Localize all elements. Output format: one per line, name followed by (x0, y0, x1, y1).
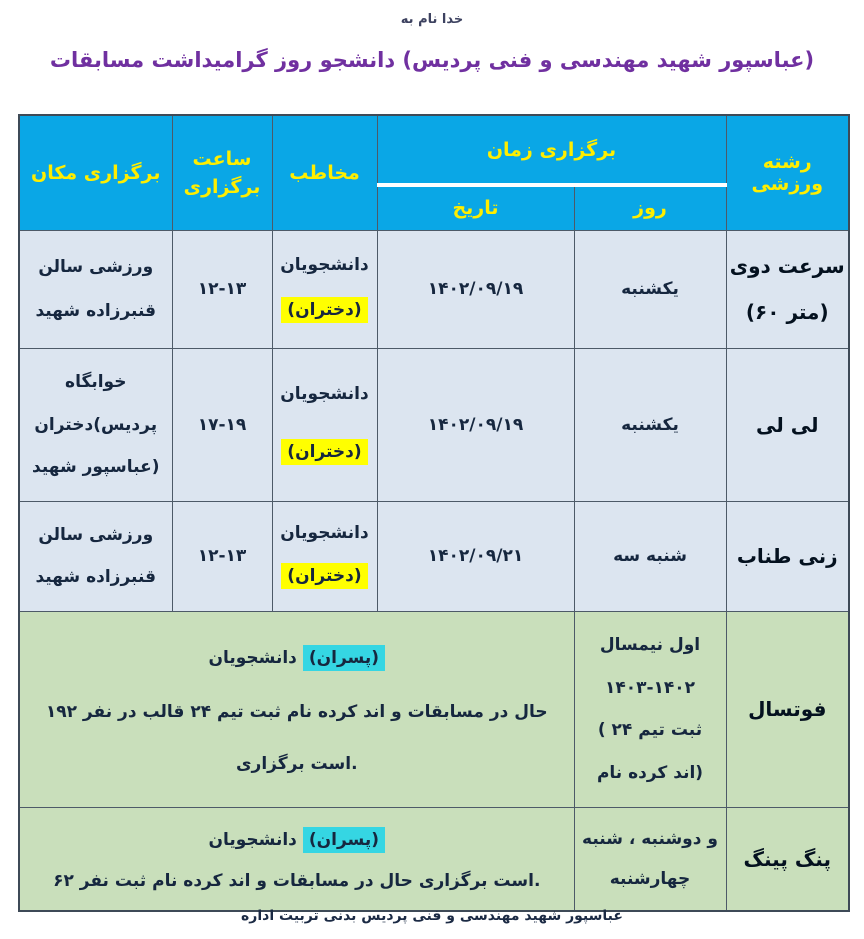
table-row-pingpong: دانشجویان (پسران) ۶۲ نفر ثبت نام کرده ان… (18, 806, 850, 912)
location-line: دختران(پردیس (34, 414, 158, 435)
location-line: شهید عباسپور) (32, 456, 160, 477)
audience-line: دانشجویان (280, 254, 369, 275)
day-line: شنبه ، دوشنبه و (582, 828, 718, 849)
cell-sport: پینگ پنگ (725, 806, 850, 912)
semester-line: ( ۲۴ تیم ثبت (597, 720, 703, 741)
column-header-location: مکان برگزاری (18, 114, 173, 231)
semester-line: ۱۴۰۳-۱۴۰۲ (604, 677, 696, 698)
table-row-futsal: دانشجویان (پسران) ۱۹۲ نفر در قالب ۲۴ تیم… (18, 610, 850, 808)
highlight-girls: (دختران) (281, 438, 368, 465)
cell-day: سه شنبه (573, 500, 727, 612)
sport-line: طناب زنی (736, 544, 838, 568)
highlight-girls: (دختران) (281, 563, 368, 589)
table-row-rope: سالن ورزشی شهید قنبرزاده ۱۲-۱۳ دانشجویان… (18, 500, 850, 612)
column-header-date: تاریخ (376, 184, 575, 231)
cell-sport: لی لی (725, 347, 850, 502)
column-header-hour-line2: برگزاری (183, 175, 261, 198)
cell-hour: ۱۲-۱۳ (171, 500, 273, 612)
hour-value: ۱۲-۱۳ (197, 546, 247, 566)
cell-date: ۱۴۰۲/۰۹/۲۱ (376, 500, 575, 612)
cell-details: دانشجویان (پسران) ۱۹۲ نفر در قالب ۲۴ تیم… (18, 610, 575, 808)
audience-line: دانشجویان (208, 647, 297, 668)
cell-audience: دانشجویان (دختران) (271, 229, 378, 349)
cell-hour: ۱۷-۱۹ (171, 347, 273, 502)
sport-line: پینگ پنگ (743, 846, 831, 871)
sport-line: دوی سرعت (729, 254, 845, 278)
cell-audience: دانشجویان (دختران) (271, 347, 378, 502)
cell-date: ۱۴۰۲/۰۹/۱۹ (376, 347, 575, 502)
audience-line: دانشجویان (280, 523, 369, 543)
bismillah-text: به نام خدا (400, 12, 464, 27)
column-header-hour-line1: ساعت (192, 147, 252, 170)
cell-semester: نیمسال اول ۱۴۰۳-۱۴۰۲ ( ۲۴ تیم ثبت نام کر… (573, 610, 727, 808)
details-line: برگزاری است. (235, 753, 358, 774)
cell-sport: طناب زنی (725, 500, 850, 612)
audience-line: دانشجویان (208, 829, 297, 850)
day-value: یکشنبه (621, 414, 679, 435)
highlight-girls: (دختران) (281, 297, 368, 324)
sport-line: لی لی (756, 412, 819, 437)
hour-value: ۱۲-۱۳ (197, 279, 247, 299)
location-line: شهید قنبرزاده (35, 301, 157, 322)
hour-value: ۱۷-۱۹ (197, 414, 247, 435)
cell-hour: ۱۲-۱۳ (171, 229, 273, 349)
highlight-boys: (پسران) (302, 644, 385, 671)
cell-day: یکشنبه (573, 229, 727, 349)
details-intro-line: دانشجویان (پسران) (208, 644, 385, 671)
details-intro-line: دانشجویان (پسران) (208, 826, 385, 853)
column-header-audience: مخاطب (271, 114, 378, 231)
cell-location: سالن ورزشی شهید قنبرزاده (18, 229, 173, 349)
sport-line: فوتسال (748, 697, 827, 721)
cell-days: شنبه ، دوشنبه و چهارشنبه (573, 806, 727, 912)
date-value: ۱۴۰۲/۰۹/۱۹ (427, 279, 524, 299)
location-line: سالن ورزشی (38, 256, 154, 277)
cell-audience: دانشجویان (دختران) (271, 500, 378, 612)
column-header-sport: رشته ورزشی (725, 114, 850, 231)
cell-sport: فوتسال (725, 610, 850, 808)
table-header: مکان برگزاری ساعت برگزاری مخاطب زمان برگ… (18, 114, 850, 231)
column-header-day: روز (573, 184, 727, 231)
audience-line: دانشجویان (280, 384, 369, 405)
table-row-sprint: سالن ورزشی شهید قنبرزاده ۱۲-۱۳ دانشجویان… (18, 229, 850, 349)
schedule-table: مکان برگزاری ساعت برگزاری مخاطب زمان برگ… (18, 114, 850, 912)
date-value: ۱۴۰۲/۰۹/۱۹ (427, 414, 524, 435)
cell-location: خوابگاه دختران(پردیس شهید عباسپور) (18, 347, 173, 502)
day-value: سه شنبه (613, 546, 687, 566)
cell-sport: دوی سرعت (۶۰ متر) (725, 229, 850, 349)
semester-line: نام کرده اند) (596, 762, 704, 783)
cell-details: دانشجویان (پسران) ۶۲ نفر ثبت نام کرده ان… (18, 806, 575, 912)
highlight-boys: (پسران) (302, 826, 385, 853)
cell-day: یکشنبه (573, 347, 727, 502)
details-line: ۱۹۲ نفر در قالب ۲۴ تیم ثبت نام کرده اند … (45, 702, 548, 722)
date-value: ۱۴۰۲/۰۹/۲۱ (427, 546, 524, 566)
cell-date: ۱۴۰۲/۰۹/۱۹ (376, 229, 575, 349)
location-line: شهید قنبرزاده (35, 567, 157, 587)
semester-line: نیمسال اول (599, 635, 701, 656)
column-header-hour: ساعت برگزاری (171, 114, 273, 231)
day-line: چهارشنبه (609, 868, 691, 889)
day-value: یکشنبه (621, 279, 679, 299)
location-line: سالن ورزشی (38, 525, 154, 545)
cell-location: سالن ورزشی شهید قنبرزاده (18, 500, 173, 612)
sport-line: (۶۰ متر) (745, 300, 829, 324)
column-header-time-group: زمان برگزاری (376, 114, 727, 187)
location-line: خوابگاه (65, 372, 127, 393)
table-row-leyley: خوابگاه دختران(پردیس شهید عباسپور) ۱۷-۱۹… (18, 347, 850, 502)
details-line: ۶۲ نفر ثبت نام کرده اند و مسابقات در حال… (53, 870, 541, 891)
page-title: مسابقات گرامیداشت روز دانشجو (پردیس فنی … (49, 48, 815, 72)
footer-text: اداره تربیت بدنی پردیس فنی و مهندسی شهید… (241, 908, 623, 924)
